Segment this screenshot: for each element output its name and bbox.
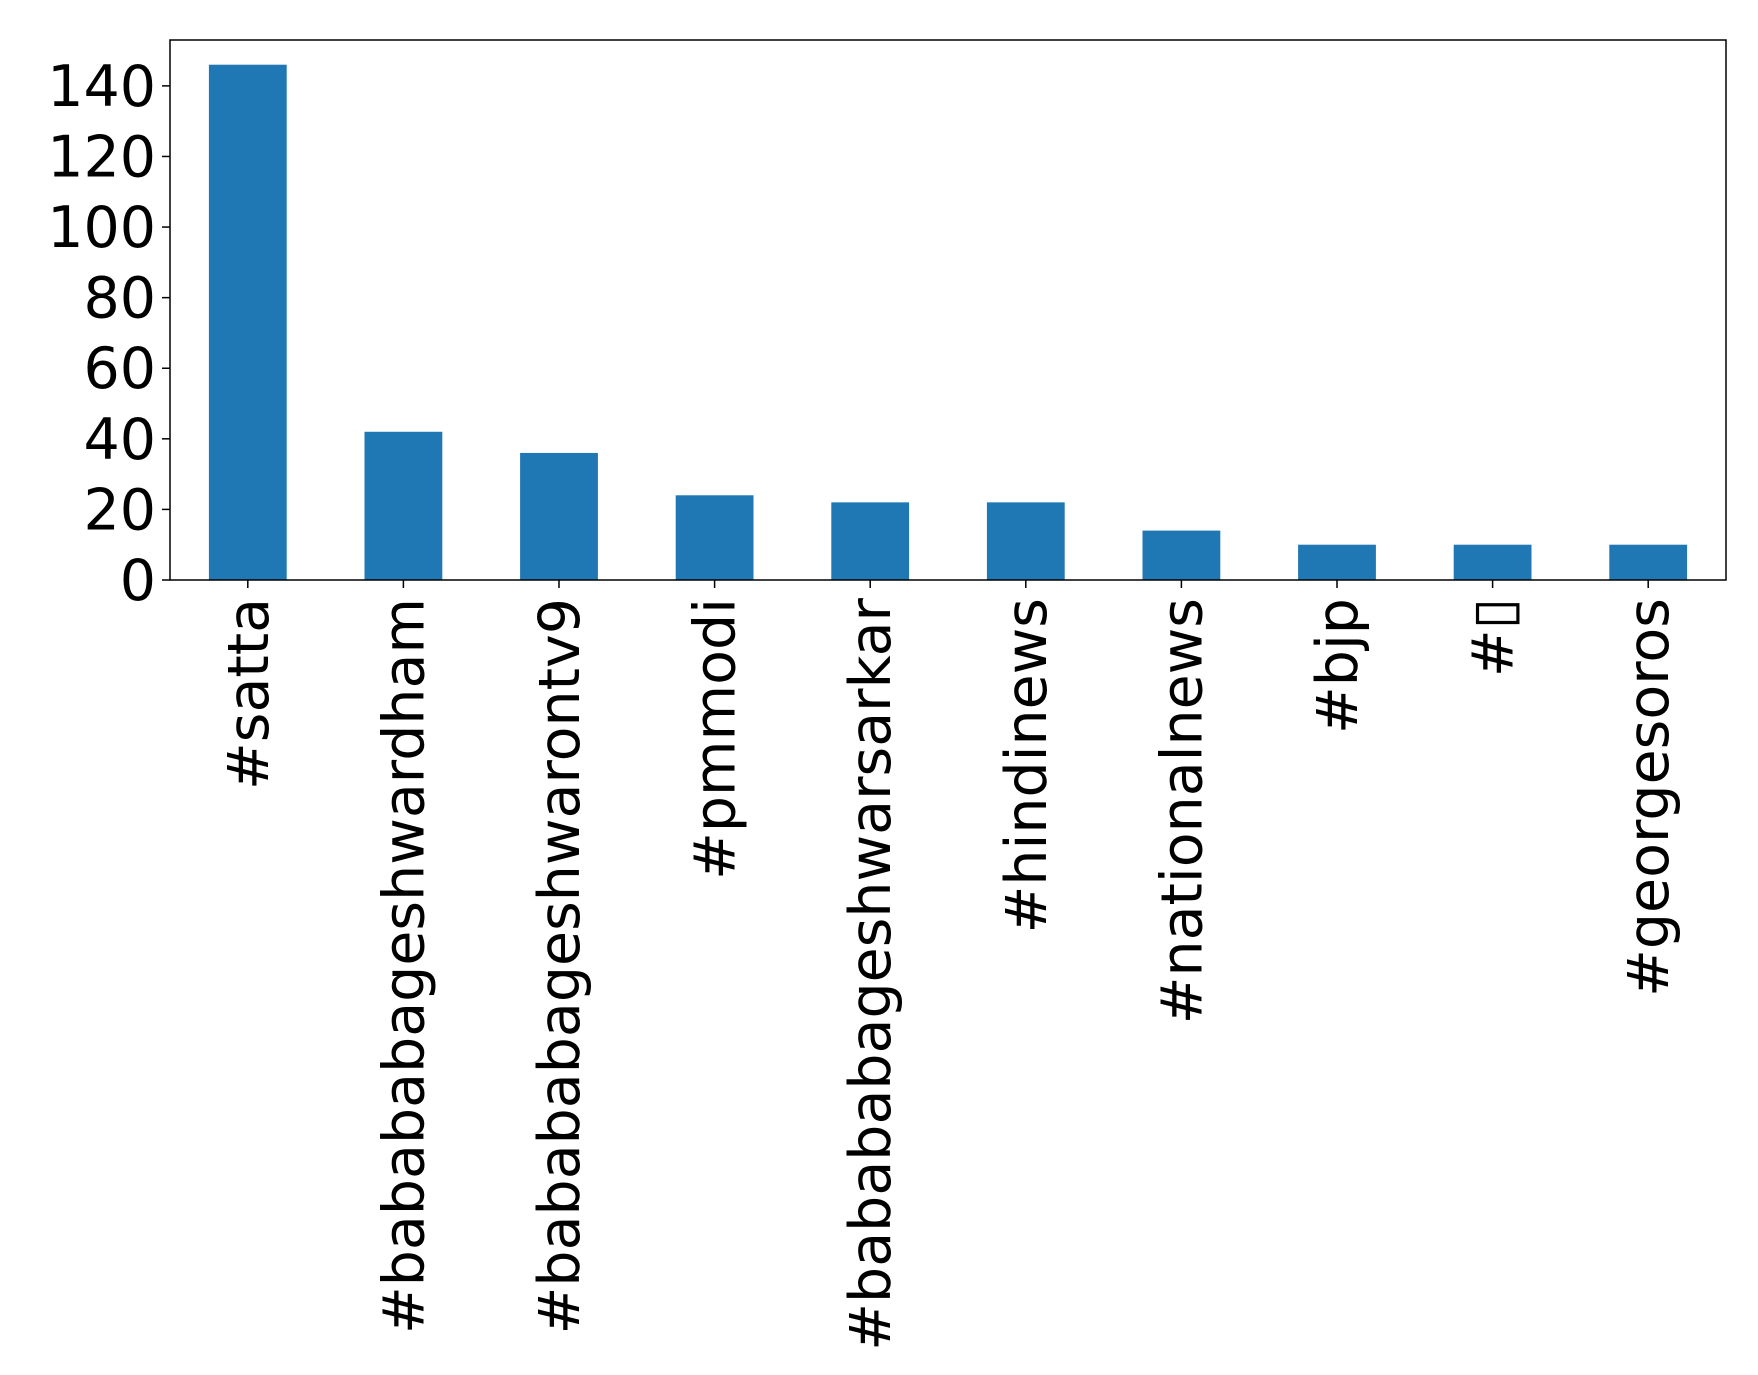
x-tick-label-2: #babababageshwarontv9 [527, 598, 593, 1334]
y-tick-label-7: 140 [47, 54, 156, 120]
x-tick-label-5: #hindinews [994, 598, 1060, 933]
bar-8 [1453, 544, 1532, 580]
bar-4 [831, 502, 910, 580]
bar-3 [675, 495, 754, 580]
bar-9 [1609, 544, 1688, 580]
x-tick-label-9: #georgesoros [1616, 598, 1682, 997]
y-tick-label-5: 100 [47, 195, 156, 261]
bar-0 [208, 64, 287, 581]
x-tick-label-3: #pmmodi [683, 598, 749, 880]
bar-1 [364, 431, 443, 580]
bar-5 [986, 502, 1065, 580]
x-tick-label-8: #▯ [1461, 598, 1527, 677]
x-axis-ticks: #satta #babababageshwardham #babababageshw… [216, 580, 1682, 1351]
y-tick-label-6: 120 [47, 124, 156, 190]
y-tick-label-3: 60 [83, 336, 156, 402]
x-tick-label-1: #babababageshwardham [371, 598, 437, 1334]
bar-6 [1142, 530, 1221, 580]
bars-layer [208, 64, 1688, 581]
plot-frame [169, 39, 1727, 581]
y-tick-label-0: 0 [120, 548, 156, 614]
x-tick-label-7: #bjp [1305, 598, 1371, 734]
bar-2 [520, 452, 598, 580]
x-tick-label-6: #nationalnews [1149, 598, 1215, 1024]
y-tick-label-1: 20 [83, 477, 156, 543]
x-tick-label-4: #babababageshwarsarkar [838, 597, 904, 1350]
y-tick-label-4: 80 [83, 266, 156, 332]
y-tick-label-2: 40 [83, 407, 156, 473]
bar-7 [1298, 544, 1376, 580]
x-tick-label-0: #satta [216, 598, 282, 790]
